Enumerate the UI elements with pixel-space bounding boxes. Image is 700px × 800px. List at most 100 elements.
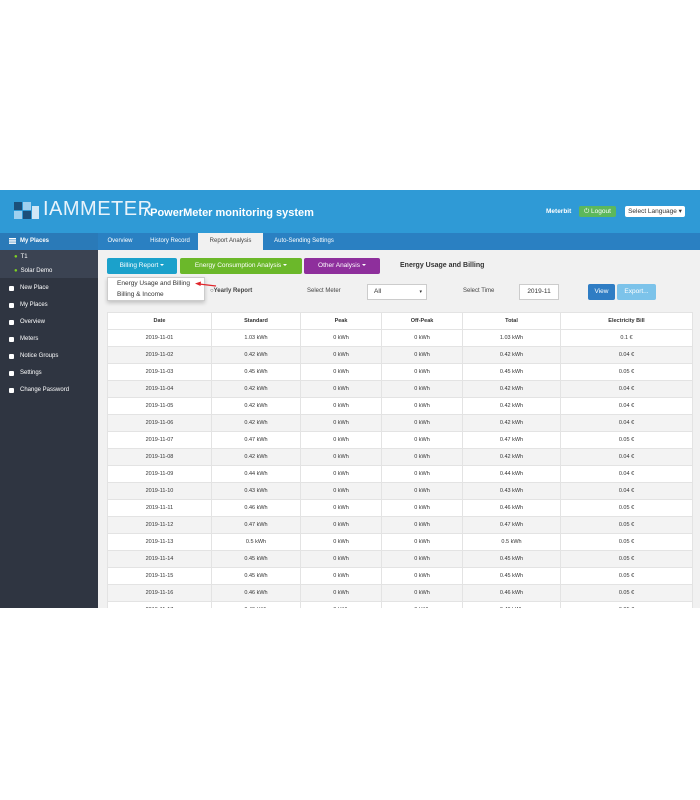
tab[interactable]: Overview bbox=[107, 238, 133, 244]
table-cell: 0.04 € bbox=[560, 346, 693, 364]
table-cell: 0.42 kWh bbox=[462, 397, 561, 415]
table-cell: 0 kWh bbox=[381, 550, 463, 568]
table-cell: 0 kWh bbox=[300, 380, 382, 398]
tab-bar: Overview History Record Report Analysis Aut… bbox=[98, 233, 700, 250]
table-cell: 0.46 kWh bbox=[462, 584, 561, 602]
table-cell: 0.05 € bbox=[560, 516, 693, 534]
menu-icon bbox=[9, 286, 14, 291]
my-places-header[interactable]: My Places bbox=[0, 233, 98, 250]
button-label: Energy Consumption Analysis bbox=[194, 262, 282, 269]
table-cell: 0.05 € bbox=[560, 431, 693, 449]
table-cell: 0 kWh bbox=[300, 567, 382, 585]
menu-icon bbox=[9, 303, 14, 308]
table-cell: 0 kWh bbox=[381, 431, 463, 449]
tab[interactable]: Report Analysis bbox=[198, 233, 263, 250]
place-item[interactable]: ● T1 bbox=[0, 250, 98, 264]
table-cell: 0.05 € bbox=[560, 567, 693, 585]
table-cell: 2019-11-13 bbox=[107, 533, 212, 551]
table-cell: 0 kWh bbox=[381, 397, 463, 415]
export-button[interactable]: Export... bbox=[617, 284, 656, 300]
place-item[interactable]: ● Solar Demo bbox=[0, 264, 98, 278]
table-cell: 0.04 € bbox=[560, 448, 693, 466]
table-cell: 2019-11-05 bbox=[107, 397, 212, 415]
menu-item[interactable]: Meters bbox=[0, 331, 98, 348]
table-cell: 0 kWh bbox=[381, 584, 463, 602]
menu-icon bbox=[9, 388, 14, 393]
table-row: 2019-11-16 0.46 kWh 0 kWh 0 kWh 0.46 kWh 0.05… bbox=[107, 584, 693, 602]
table-row: 2019-11-02 0.42 kWh 0 kWh 0 kWh 0.42 kWh 0.04… bbox=[107, 346, 693, 364]
button-label: Other Analysis bbox=[318, 262, 360, 269]
menu-label: New Place bbox=[20, 285, 49, 291]
table-cell: 0.47 kWh bbox=[211, 516, 301, 534]
report-title: Energy Usage and Billing bbox=[400, 262, 485, 269]
menu-item[interactable]: New Place bbox=[0, 280, 98, 297]
table-cell: 0.42 kWh bbox=[462, 346, 561, 364]
place-label: Solar Demo bbox=[20, 268, 53, 274]
menu-item[interactable]: Settings bbox=[0, 365, 98, 382]
column-header: Total bbox=[462, 312, 561, 330]
view-button[interactable]: View bbox=[588, 284, 615, 300]
language-select[interactable]: Select Language ▾ bbox=[625, 206, 685, 217]
menu-icon bbox=[9, 320, 14, 325]
yearly-option[interactable]: ○Yearly Report bbox=[210, 288, 253, 294]
table-cell: 0 kWh bbox=[300, 448, 382, 466]
table-row: 2019-11-06 0.42 kWh 0 kWh 0 kWh 0.42 kWh 0.04… bbox=[107, 414, 693, 432]
table-row: 2019-11-12 0.47 kWh 0 kWh 0 kWh 0.47 kWh 0.05… bbox=[107, 516, 693, 534]
table-cell: 0.1 € bbox=[560, 329, 693, 347]
table-cell: 0.04 € bbox=[560, 414, 693, 432]
list-icon bbox=[9, 238, 16, 244]
table-cell: 0 kWh bbox=[381, 448, 463, 466]
table-cell: 0.49 kWh bbox=[462, 601, 561, 608]
menu-item[interactable]: Change Password bbox=[0, 382, 98, 399]
logo: IAMMETER bbox=[43, 198, 153, 220]
meter-value: All bbox=[374, 288, 382, 295]
table-row: 2019-11-09 0.44 kWh 0 kWh 0 kWh 0.44 kWh 0.04… bbox=[107, 465, 693, 483]
table-cell: 0.42 kWh bbox=[211, 414, 301, 432]
menu-item[interactable]: Notice Groups bbox=[0, 348, 98, 365]
billing-report-button[interactable]: Billing Report bbox=[107, 258, 177, 274]
table-cell: 0 kWh bbox=[381, 516, 463, 534]
menu-item[interactable]: My Places bbox=[0, 297, 98, 314]
table-cell: 0.45 kWh bbox=[462, 550, 561, 568]
table-cell: 0.04 € bbox=[560, 465, 693, 483]
tab[interactable]: Auto-Sending Settings bbox=[274, 238, 334, 244]
table-cell: 0.42 kWh bbox=[211, 346, 301, 364]
other-analysis-button[interactable]: Other Analysis bbox=[304, 258, 380, 274]
table-cell: 0.42 kWh bbox=[462, 448, 561, 466]
table-cell: 0 kWh bbox=[381, 346, 463, 364]
table-cell: 2019-11-12 bbox=[107, 516, 212, 534]
menu-label: Notice Groups bbox=[20, 353, 59, 359]
table-cell: 0.44 kWh bbox=[462, 465, 561, 483]
table-cell: 0.45 kWh bbox=[462, 567, 561, 585]
logout-button[interactable]: ⏻ Logout bbox=[579, 206, 616, 217]
header-row: Date Standard Peak Off-Peak Total Electricity… bbox=[107, 312, 693, 330]
table-row: 2019-11-11 0.46 kWh 0 kWh 0 kWh 0.46 kWh 0.05… bbox=[107, 499, 693, 517]
dropdown-item[interactable]: Billing & Income bbox=[117, 291, 164, 298]
table-cell: 0 kWh bbox=[300, 482, 382, 500]
table-row: 2019-11-03 0.45 kWh 0 kWh 0 kWh 0.45 kWh 0.05… bbox=[107, 363, 693, 381]
table-cell: 0.05 € bbox=[560, 499, 693, 517]
meter-select[interactable]: All ▾ bbox=[367, 284, 427, 300]
table-cell: 0.42 kWh bbox=[211, 397, 301, 415]
table-cell: 0.47 kWh bbox=[462, 431, 561, 449]
menu-label: My Places bbox=[20, 302, 48, 308]
table-cell: 0.42 kWh bbox=[211, 380, 301, 398]
system-title: / PowerMeter monitoring system bbox=[144, 207, 314, 219]
time-input[interactable]: 2019-11 bbox=[519, 284, 559, 300]
table-cell: 0.04 € bbox=[560, 482, 693, 500]
table-cell: 0 kWh bbox=[300, 499, 382, 517]
menu-icon bbox=[9, 337, 14, 342]
column-header: Electricity Bill bbox=[560, 312, 693, 330]
table-cell: 0 kWh bbox=[381, 363, 463, 381]
table-cell: 0.45 kWh bbox=[211, 550, 301, 568]
dropdown-item[interactable]: Energy Usage and Billing bbox=[117, 280, 190, 287]
menu-item[interactable]: Overview bbox=[0, 314, 98, 331]
table-cell: 0.46 kWh bbox=[211, 584, 301, 602]
table-cell: 0 kWh bbox=[300, 346, 382, 364]
energy-analysis-button[interactable]: Energy Consumption Analysis bbox=[180, 258, 302, 274]
table-cell: 0.47 kWh bbox=[211, 431, 301, 449]
my-places-label: My Places bbox=[20, 238, 50, 244]
tab[interactable]: History Record bbox=[150, 238, 190, 244]
table-cell: 0.47 kWh bbox=[462, 516, 561, 534]
